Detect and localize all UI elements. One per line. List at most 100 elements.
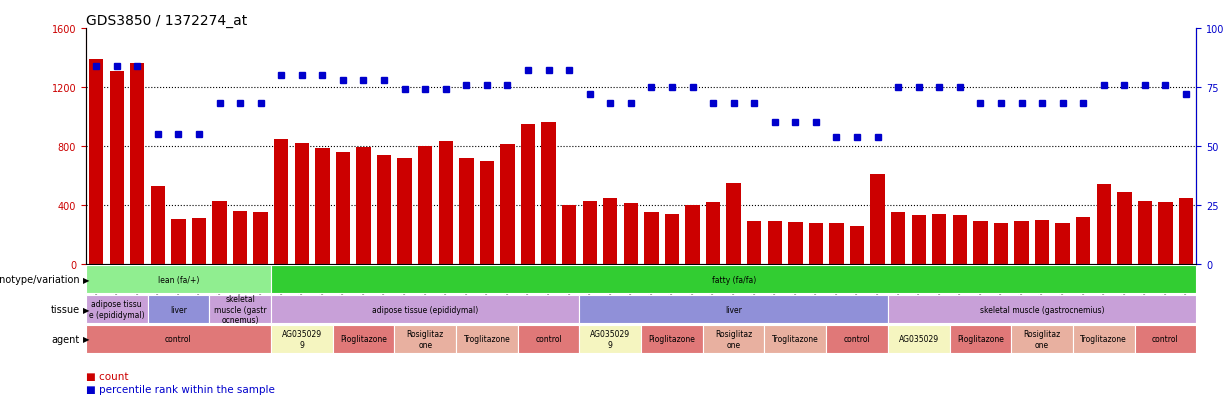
Text: liver: liver — [171, 305, 187, 314]
Bar — [271, 266, 1196, 294]
Text: liver: liver — [725, 305, 742, 314]
Bar — [703, 325, 764, 353]
Bar — [90, 60, 103, 264]
Bar — [191, 218, 206, 264]
Bar — [726, 183, 741, 264]
Bar — [147, 295, 210, 323]
Bar — [456, 325, 518, 353]
Bar — [212, 201, 227, 264]
Text: skeletal
muscle (gastr
ocnemus): skeletal muscle (gastr ocnemus) — [213, 294, 266, 324]
Text: skeletal muscle (gastrocnemius): skeletal muscle (gastrocnemius) — [980, 305, 1104, 314]
Bar — [809, 223, 823, 264]
Bar — [686, 206, 699, 264]
Bar — [562, 206, 577, 264]
Bar — [1117, 192, 1131, 264]
Bar — [109, 71, 124, 264]
Bar — [1055, 224, 1070, 264]
Bar — [501, 145, 514, 264]
Bar — [768, 222, 782, 264]
Text: AG035029
9: AG035029 9 — [590, 330, 631, 349]
Text: Troglitazone: Troglitazone — [1081, 335, 1128, 344]
Bar — [294, 144, 309, 264]
Text: GDS3850 / 1372274_at: GDS3850 / 1372274_at — [86, 14, 247, 28]
Bar — [1011, 325, 1072, 353]
Bar — [623, 203, 638, 264]
Bar — [172, 219, 185, 264]
Text: ■ count: ■ count — [86, 371, 129, 381]
Bar — [459, 159, 474, 264]
Bar — [888, 295, 1196, 323]
Text: Pioglitazone: Pioglitazone — [649, 335, 696, 344]
Text: Pioglitazone: Pioglitazone — [340, 335, 387, 344]
Bar — [315, 149, 330, 264]
Bar — [579, 295, 888, 323]
Bar — [829, 223, 844, 264]
Bar — [602, 199, 617, 264]
Text: AG035029: AG035029 — [898, 335, 939, 344]
Bar — [86, 295, 147, 323]
Bar — [1097, 185, 1110, 264]
Bar — [788, 222, 802, 264]
Bar — [274, 140, 288, 264]
Text: Rosiglitaz
one: Rosiglitaz one — [1023, 330, 1060, 349]
Text: lean (fa/+): lean (fa/+) — [158, 275, 199, 284]
Bar — [520, 125, 535, 264]
Bar — [1179, 198, 1193, 264]
Text: genotype/variation: genotype/variation — [0, 275, 80, 285]
Bar — [86, 266, 271, 294]
Text: AG035029
9: AG035029 9 — [282, 330, 321, 349]
Bar — [151, 186, 166, 264]
Bar — [1135, 325, 1196, 353]
Text: adipose tissue (epididymal): adipose tissue (epididymal) — [372, 305, 479, 314]
Text: control: control — [1152, 335, 1179, 344]
Text: control: control — [166, 335, 191, 344]
Bar — [233, 211, 248, 264]
Text: control: control — [535, 335, 562, 344]
Bar — [1034, 220, 1049, 264]
Bar — [640, 325, 703, 353]
Bar — [86, 325, 271, 353]
Bar — [952, 216, 967, 264]
Bar — [333, 325, 394, 353]
Text: Rosiglitaz
one: Rosiglitaz one — [715, 330, 752, 349]
Bar — [271, 325, 333, 353]
Bar — [850, 226, 864, 264]
Bar — [950, 325, 1011, 353]
Bar — [394, 325, 456, 353]
Bar — [210, 295, 271, 323]
Bar — [398, 159, 412, 264]
Bar — [356, 147, 371, 264]
Bar — [1076, 217, 1091, 264]
Bar — [336, 152, 350, 264]
Text: Troglitazone: Troglitazone — [464, 335, 510, 344]
Bar — [438, 142, 453, 264]
Text: Troglitazone: Troglitazone — [772, 335, 818, 344]
Text: ▶: ▶ — [83, 305, 90, 314]
Bar — [994, 223, 1009, 264]
Bar — [1072, 325, 1135, 353]
Text: Pioglitazone: Pioglitazone — [957, 335, 1004, 344]
Bar — [888, 325, 950, 353]
Bar — [870, 175, 885, 264]
Bar — [130, 64, 145, 264]
Bar — [583, 201, 596, 264]
Text: tissue: tissue — [50, 304, 80, 314]
Bar — [418, 147, 432, 264]
Bar — [541, 123, 556, 264]
Bar — [644, 213, 659, 264]
Bar — [1158, 202, 1173, 264]
Bar — [764, 325, 826, 353]
Text: ■ percentile rank within the sample: ■ percentile rank within the sample — [86, 384, 275, 394]
Bar — [826, 325, 888, 353]
Bar — [254, 213, 267, 264]
Bar — [891, 213, 906, 264]
Bar — [377, 155, 391, 264]
Bar — [665, 214, 680, 264]
Text: ▶: ▶ — [83, 275, 90, 284]
Bar — [706, 202, 720, 264]
Bar — [271, 295, 579, 323]
Bar — [747, 222, 762, 264]
Bar — [933, 214, 946, 264]
Bar — [480, 161, 494, 264]
Bar — [912, 216, 926, 264]
